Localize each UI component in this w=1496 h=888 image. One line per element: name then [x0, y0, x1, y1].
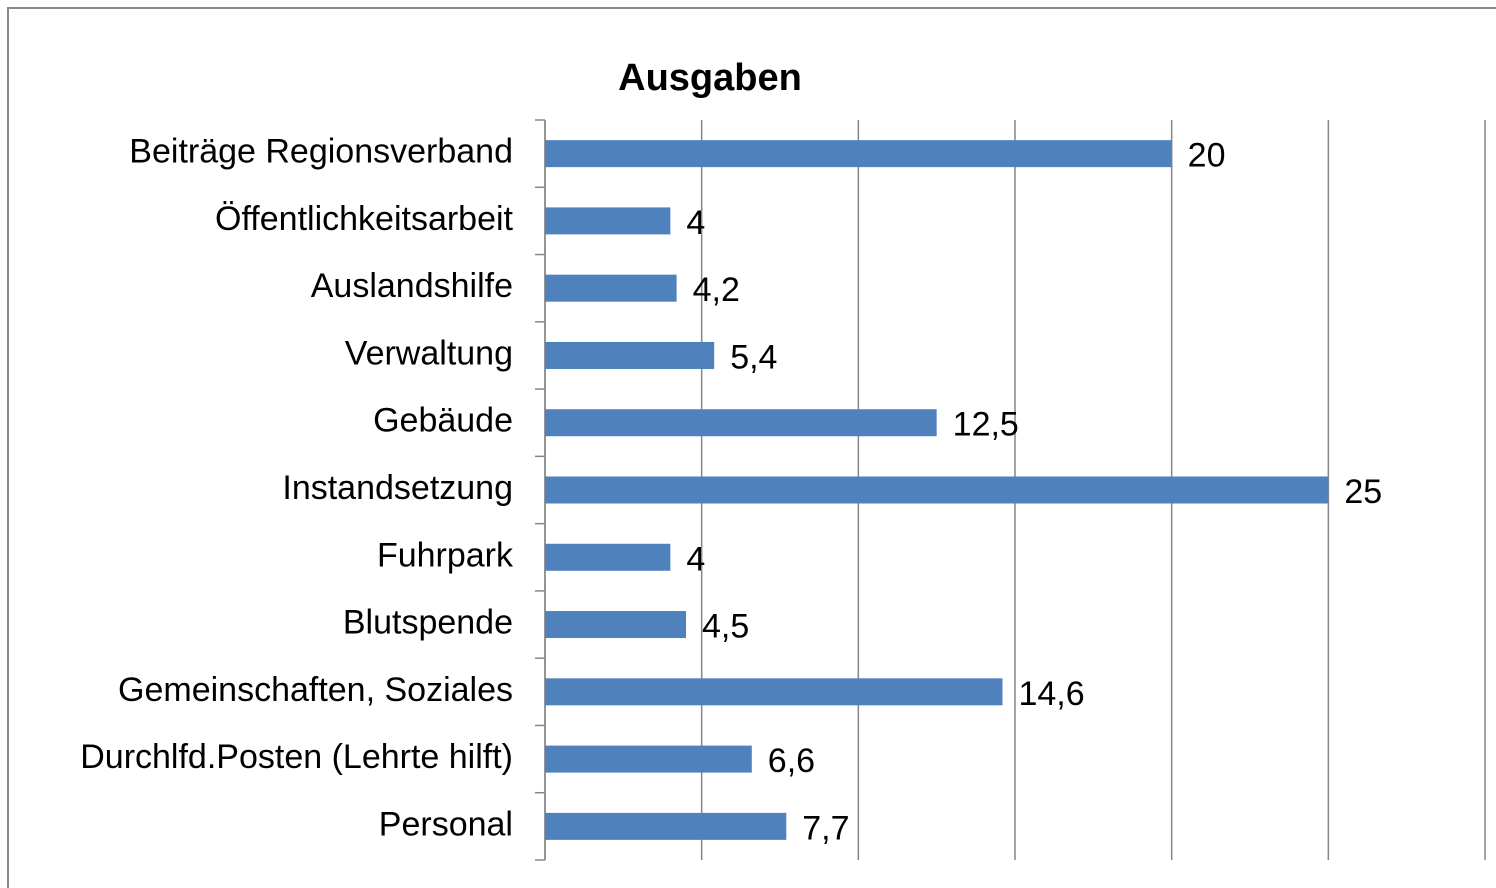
bar	[545, 207, 671, 235]
value-label: 25	[1344, 473, 1382, 511]
bar	[545, 274, 677, 302]
y-tick-label: Gebäude	[373, 402, 513, 440]
bar	[545, 476, 1329, 504]
bar	[545, 678, 1003, 706]
bar	[545, 543, 671, 571]
value-label: 5,4	[730, 338, 777, 376]
value-label: 4,5	[702, 608, 749, 646]
y-tick-label: Fuhrpark	[377, 536, 514, 574]
y-tick-label: Gemeinschaften, Soziales	[118, 671, 513, 709]
y-tick-label: Durchlfd.Posten (Lehrte hilft)	[80, 738, 513, 776]
bar	[545, 745, 752, 773]
bar	[545, 409, 937, 437]
y-tick-label: Beiträge Regionsverband	[129, 133, 513, 171]
bar	[545, 140, 1172, 168]
bar	[545, 611, 686, 639]
y-tick-label: Öffentlichkeitsarbeit	[215, 200, 514, 238]
y-tick-label: Blutspende	[343, 604, 513, 642]
value-label: 7,7	[802, 809, 849, 847]
value-label: 4,2	[693, 271, 740, 309]
value-label: 20	[1188, 137, 1226, 175]
value-label: 12,5	[953, 406, 1019, 444]
value-label: 4	[686, 540, 705, 578]
bar	[545, 341, 715, 369]
bar	[545, 812, 787, 840]
value-label: 14,6	[1018, 675, 1084, 713]
chart-title: Ausgaben	[618, 57, 802, 99]
y-tick-label: Verwaltung	[345, 334, 513, 372]
y-tick-label: Personal	[379, 805, 513, 843]
value-label: 4	[686, 204, 705, 242]
y-tick-label: Auslandshilfe	[311, 267, 513, 305]
value-label: 6,6	[768, 742, 815, 780]
y-tick-label: Instandsetzung	[282, 469, 513, 507]
